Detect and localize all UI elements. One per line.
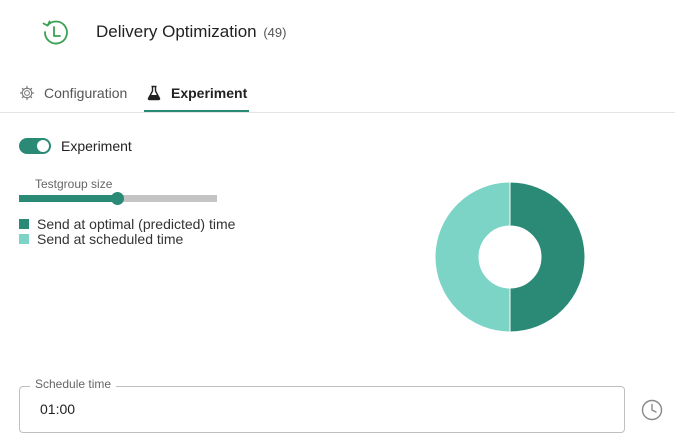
experiment-toggle[interactable]	[19, 138, 51, 154]
legend-item-scheduled: Send at scheduled time	[19, 230, 235, 247]
donut-slice-optimal	[509, 181, 586, 333]
tab-configuration[interactable]: Configuration	[19, 74, 127, 111]
testgroup-size-slider[interactable]	[19, 192, 217, 205]
schedule-time-input[interactable]	[40, 401, 600, 417]
schedule-time-label: Schedule time	[30, 377, 117, 391]
history-icon	[42, 20, 68, 45]
legend-swatch-optimal	[19, 218, 29, 229]
chart-legend: Send at optimal (predicted) time Send at…	[19, 215, 236, 247]
legend-swatch-scheduled	[19, 233, 29, 244]
testgroup-size-label: Testgroup size	[35, 177, 113, 191]
tab-experiment[interactable]: Experiment	[144, 74, 250, 112]
item-count: (49)	[263, 25, 287, 40]
slider-fill	[19, 195, 118, 202]
tab-experiment-label: Experiment	[171, 84, 248, 101]
tab-configuration-label: Configuration	[44, 84, 128, 101]
experiment-toggle-label: Experiment	[61, 138, 132, 154]
experiment-toggle-row: Experiment	[19, 138, 132, 154]
donut-slice-scheduled	[434, 181, 511, 333]
legend-label-scheduled: Send at scheduled time	[37, 230, 184, 247]
gear-icon	[19, 85, 35, 100]
legend-item-optimal: Send at optimal (predicted) time	[19, 215, 236, 232]
toggle-knob	[37, 140, 49, 152]
clock-icon[interactable]	[641, 399, 663, 421]
schedule-time-field: Schedule time	[19, 377, 625, 433]
header: Delivery Optimization (49)	[0, 0, 675, 70]
page-title: Delivery Optimization (49)	[96, 22, 286, 42]
tab-bar: Configuration Experiment	[0, 74, 675, 113]
page-title-text: Delivery Optimization	[96, 22, 257, 41]
slider-thumb[interactable]	[111, 192, 124, 205]
legend-label-optimal: Send at optimal (predicted) time	[37, 215, 236, 232]
flask-icon	[147, 85, 161, 100]
testgroup-donut-chart	[434, 181, 586, 333]
